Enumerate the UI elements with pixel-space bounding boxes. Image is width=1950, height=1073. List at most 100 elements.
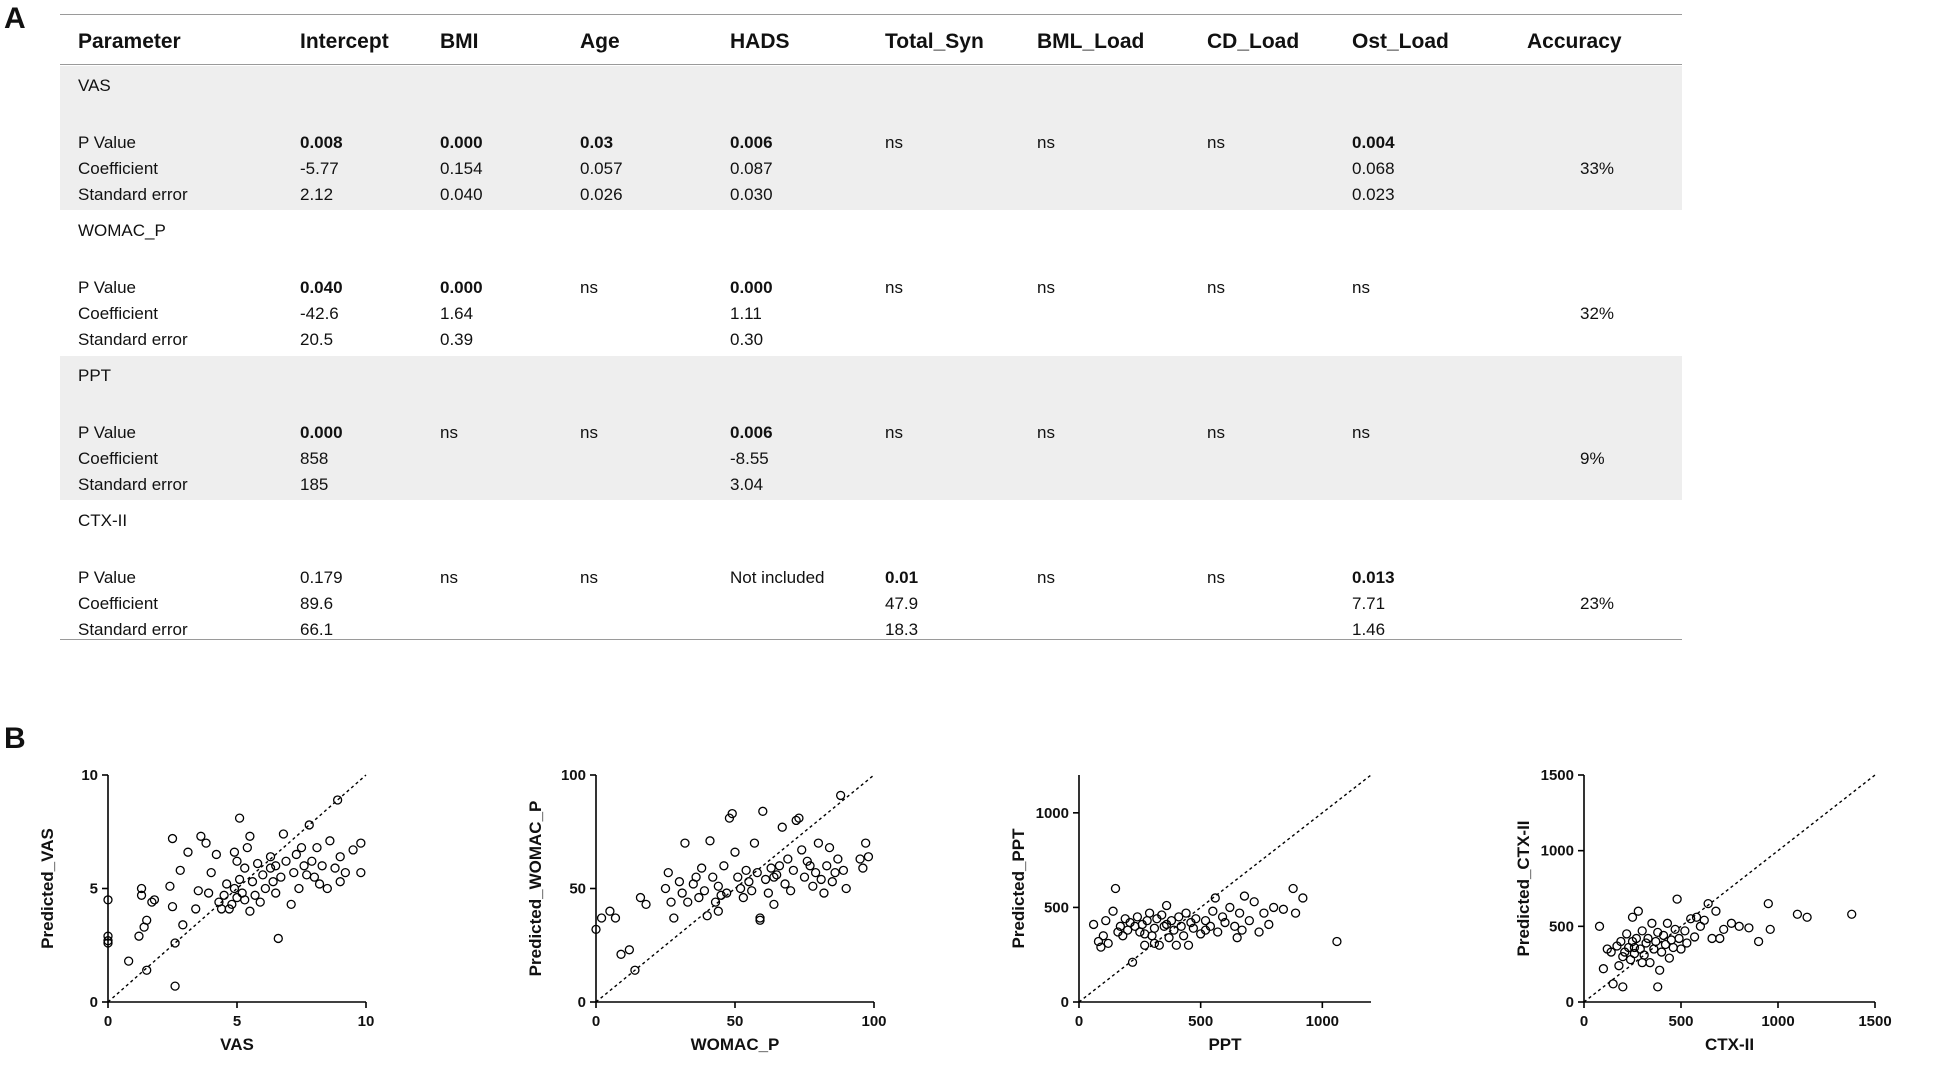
header-hads: HADS: [730, 30, 790, 53]
y-axis-title: Predicted_CTX-II: [1514, 820, 1533, 956]
data-point: [758, 806, 768, 816]
data-point: [1711, 906, 1721, 916]
header-total-syn: Total_Syn: [885, 30, 984, 53]
data-point: [1118, 931, 1128, 941]
table-cell: ns: [1207, 423, 1225, 442]
row-label: P Value: [78, 568, 136, 587]
row-standard-error: Standard error 2.12 0.040 0.026 0.030 0.023: [60, 182, 1682, 208]
data-point: [1103, 938, 1113, 949]
data-point: [136, 890, 147, 900]
data-point: [1629, 942, 1640, 953]
table-cell: 18.3: [885, 620, 919, 639]
data-point: [273, 933, 283, 944]
table-cell: 89.6: [300, 594, 334, 613]
data-point: [1792, 909, 1803, 919]
data-point: [1161, 900, 1172, 911]
table-cell: 0.000: [300, 423, 343, 442]
data-point: [281, 856, 291, 866]
data-point: [1191, 914, 1201, 924]
y-tick-label: 0: [90, 994, 98, 1011]
table-cell: 0.023: [1352, 185, 1395, 204]
data-point: [307, 856, 317, 866]
table-cell: 0.087: [730, 159, 773, 178]
data-point: [772, 870, 782, 880]
data-point: [165, 881, 175, 891]
data-point: [1200, 916, 1211, 926]
data-point: [309, 872, 320, 882]
data-point: [206, 867, 216, 878]
data-point: [833, 854, 843, 864]
x-tick-label: 50: [727, 1013, 744, 1030]
data-point: [234, 813, 245, 823]
data-point: [660, 883, 671, 894]
y-tick-label: 0: [1061, 994, 1069, 1011]
data-point: [1682, 938, 1692, 948]
data-point: [193, 886, 203, 896]
data-point: [702, 911, 712, 921]
accuracy-cell: 23%: [1580, 594, 1615, 613]
data-point: [1269, 902, 1279, 913]
data-point: [816, 874, 826, 885]
data-point: [1149, 923, 1160, 933]
data-point: [813, 838, 824, 848]
x-axis-title: WOMAC_P: [691, 1035, 780, 1054]
data-point: [791, 815, 801, 826]
data-point: [356, 838, 366, 848]
table-top-rule: [60, 14, 1682, 15]
data-point: [1651, 936, 1661, 947]
data-point: [167, 902, 178, 912]
data-point: [1178, 931, 1189, 941]
data-point: [271, 861, 281, 871]
data-point: [229, 883, 240, 894]
data-point: [1639, 950, 1649, 960]
table-cell: 0.026: [580, 185, 623, 204]
scatter-chart-ctx-ii: 0 500 1000 1500 0 500 1000 1500 CTX-II Predicted_…: [1485, 755, 1945, 1065]
table-cell: 0.068: [1352, 159, 1395, 178]
data-point: [1288, 883, 1298, 894]
table-cell: 0.004: [1352, 133, 1395, 152]
data-point: [788, 865, 799, 875]
data-point: [1135, 927, 1145, 937]
x-axis-title: CTX-II: [1705, 1035, 1754, 1054]
data-point: [769, 899, 779, 910]
data-point: [149, 895, 160, 905]
row-label: Standard error: [78, 475, 188, 494]
y-tick-label: 100: [561, 767, 586, 784]
data-point: [1686, 914, 1696, 924]
x-tick-label: 10: [358, 1013, 375, 1030]
row-label: Coefficient: [78, 159, 159, 178]
row-pvalue: P Value 0.040 0.000 ns 0.000 ns ns ns ns: [60, 275, 1682, 301]
data-point: [830, 867, 840, 878]
data-point: [1264, 919, 1274, 930]
data-point: [810, 867, 821, 878]
data-point: [1847, 909, 1857, 919]
data-point: [227, 899, 237, 910]
data-point: [142, 915, 152, 925]
data-point: [1655, 965, 1665, 975]
panel-label-b: B: [4, 722, 26, 755]
data-point: [616, 949, 626, 959]
data-point: [271, 888, 281, 898]
data-point: [216, 904, 227, 914]
data-point: [240, 863, 250, 873]
data-point: [335, 852, 345, 862]
data-point: [229, 847, 240, 857]
data-point: [1763, 898, 1773, 909]
data-point: [713, 906, 723, 916]
data-point: [1641, 938, 1651, 948]
x-tick-label: 1000: [1761, 1013, 1794, 1030]
data-point: [232, 856, 242, 866]
data-point: [735, 883, 746, 894]
data-point: [663, 867, 673, 878]
data-point: [232, 892, 242, 903]
y-tick-label: 0: [1566, 994, 1574, 1011]
data-point: [245, 906, 255, 916]
data-point: [196, 831, 206, 841]
data-point: [841, 883, 851, 894]
data-point: [1169, 925, 1179, 935]
scatter-svg-vas: 0 5 10 0 5 10 VAS Predicted_VAS: [38, 767, 375, 1054]
accuracy-cell: 9%: [1580, 449, 1605, 468]
data-point: [710, 897, 721, 907]
data-point: [1115, 921, 1126, 931]
data-point: [219, 890, 229, 900]
